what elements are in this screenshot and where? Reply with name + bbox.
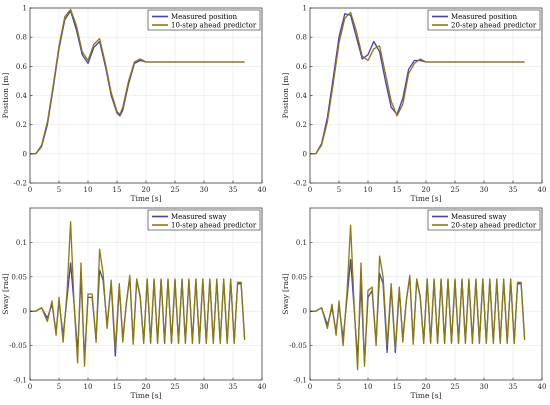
x-tick-label: 35 [229,186,238,194]
x-tick-label: 20 [142,186,151,194]
x-tick-label: 35 [229,383,238,391]
x-tick-label: 0 [308,383,312,391]
y-tick-label: -0.05 [9,342,27,350]
y-tick-label: 0 [23,150,27,158]
y-tick-label: -0.05 [289,342,307,350]
subplot-sway-20step: 0 5 10 15 20 25 30 35 40 -0.1 -0.05 0 0.05 0.1 Time [s… [281,207,547,400]
y-tick-label: 0.2 [16,121,27,129]
x-tick-label: 5 [337,383,341,391]
legend-entry: 20-step ahead predictor [451,222,537,230]
x-tick-label: 10 [84,383,93,391]
x-tick-label: 35 [509,186,518,194]
x-tick-label: 10 [364,383,373,391]
x-tick-label: 20 [142,383,151,391]
y-tick-label: -0.1 [14,377,28,385]
x-axis-label: Time [s] [410,391,441,400]
x-tick-label: 5 [337,186,341,194]
y-tick-label: 0.05 [291,273,307,281]
y-tick-label: 1 [303,5,307,13]
legend-box [147,9,261,31]
legend-box [427,209,541,231]
x-axis-label: Time [s] [130,391,161,400]
x-tick-label: 0 [28,383,32,391]
y-tick-label: 0 [303,308,307,316]
x-tick-label: 30 [480,383,489,391]
series-line-predictor [30,8,245,155]
x-tick-label: 15 [113,383,122,391]
subplot-sway-10step: 0 5 10 15 20 25 30 35 40 -0.1 -0.05 0 0.05 0.1 Time [s… [1,207,267,400]
x-tick-label: 10 [84,186,93,194]
y-tick-label: 0.6 [296,63,308,71]
y-tick-label: 0 [23,308,27,316]
y-tick-label: 1 [23,5,27,13]
legend-entry: 10-step ahead predictor [171,22,257,30]
legend-entry: Measured sway [171,213,227,221]
x-tick-label: 35 [509,383,518,391]
x-tick-label: 15 [113,186,122,194]
legend-box [427,9,541,31]
legend-entry: Measured position [171,13,238,21]
x-tick-label: 5 [57,383,61,391]
x-tick-label: 40 [258,186,267,194]
x-tick-label: 5 [57,186,61,194]
x-tick-label: 25 [171,186,180,194]
x-tick-label: 10 [364,186,373,194]
y-axis-label: Sway [rad] [1,273,10,314]
x-tick-label: 25 [171,383,180,391]
x-tick-label: 0 [308,186,312,194]
legend-entry: Measured sway [451,213,507,221]
x-tick-label: 30 [480,186,489,194]
series-line-predictor [310,11,525,155]
y-tick-label: 0.4 [296,92,308,100]
y-tick-label: 0.2 [296,121,307,129]
y-tick-label: 0.8 [16,34,27,42]
x-tick-label: 20 [422,383,431,391]
x-tick-label: 25 [451,383,460,391]
y-tick-label: -0.2 [14,180,28,188]
legend-entry: Measured position [451,13,518,21]
y-axis-label: Position [m] [1,73,10,119]
y-tick-label: 0.8 [296,34,307,42]
legend-entry: 10-step ahead predictor [171,222,257,230]
series-line-predictor [30,221,246,367]
x-tick-label: 30 [200,186,209,194]
x-tick-label: 0 [28,186,32,194]
x-tick-label: 25 [451,186,460,194]
x-axis-label: Time [s] [130,194,161,203]
y-tick-label: 0.05 [11,273,27,281]
y-tick-label: 0.1 [16,239,27,247]
x-axis-label: Time [s] [410,194,441,203]
series-line-predictor [310,224,526,371]
y-tick-label: 0 [303,150,307,158]
y-tick-label: -0.1 [294,377,308,385]
x-tick-label: 15 [393,186,402,194]
y-axis-label: Position [m] [281,73,290,119]
y-tick-label: 0.1 [296,239,307,247]
x-tick-label: 40 [538,186,547,194]
legend-entry: 20-step ahead predictor [451,22,537,30]
x-tick-label: 15 [393,383,402,391]
y-axis-label: Sway [rad] [281,273,290,314]
x-tick-label: 20 [422,186,431,194]
x-tick-label: 40 [538,383,547,391]
legend-box [147,209,261,231]
y-tick-label: 0.4 [16,92,28,100]
x-tick-label: 30 [200,383,209,391]
y-tick-label: 0.6 [16,63,28,71]
y-tick-label: -0.2 [294,180,308,188]
x-tick-label: 40 [258,383,267,391]
